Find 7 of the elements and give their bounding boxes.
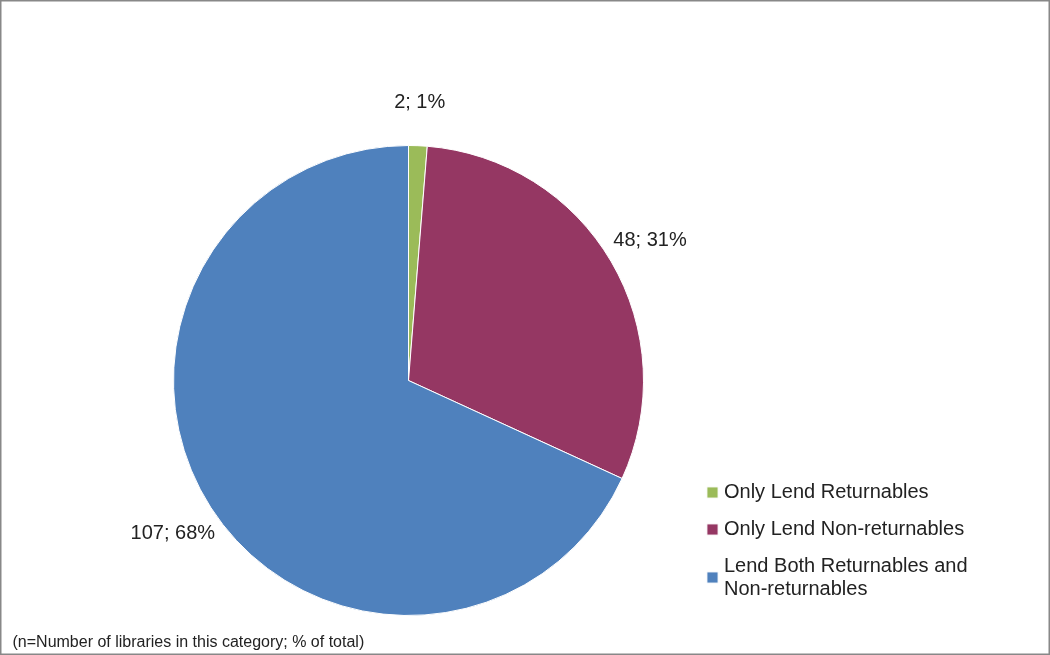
legend-label: Only Lend Non-returnables [724,517,965,540]
legend-label: Lend Both Returnables and Non-returnables [724,554,968,600]
legend-label: Only Lend Returnables [724,480,929,503]
data-label: 48; 31% [613,227,687,250]
text: (n=Number of libraries in this category; % of total) [12,632,365,650]
data-label: 2; 1% [394,89,446,112]
data-label: 107; 68% [130,520,216,543]
